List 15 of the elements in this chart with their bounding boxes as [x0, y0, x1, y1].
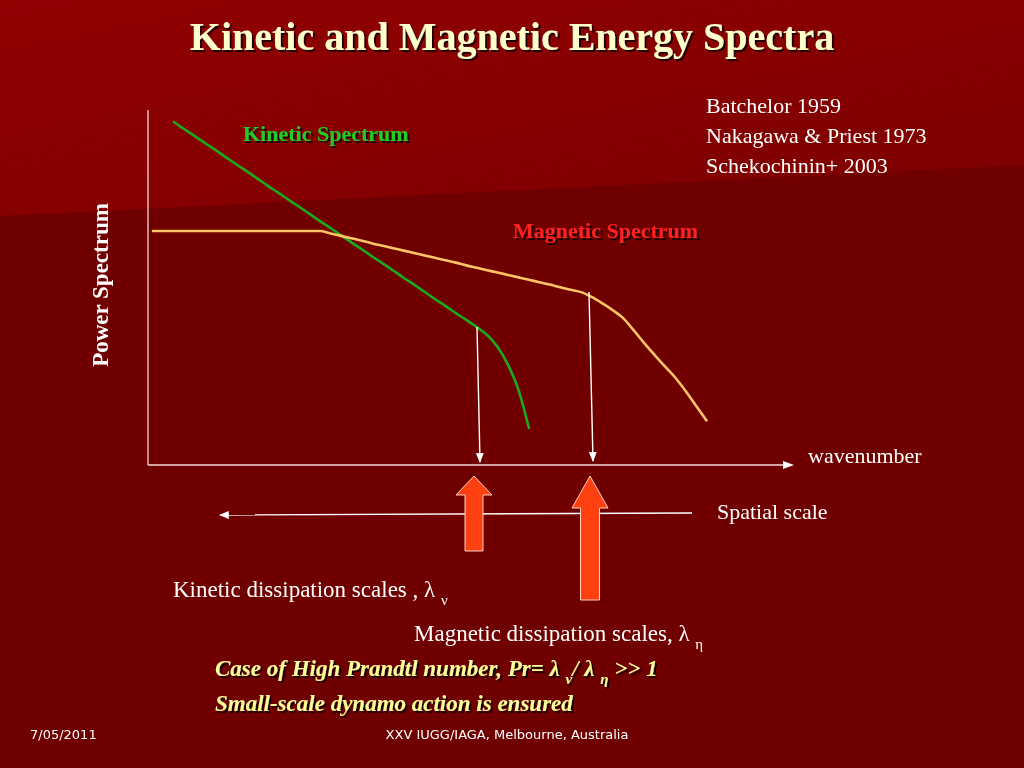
text: 7/05/2011	[30, 727, 97, 742]
series-label: Magnetic Spectrum	[513, 218, 699, 243]
text: Case of High Prandtl number, Pr= λ $_{ν}$/ λ $_{η}$ >> 1	[215, 656, 658, 687]
chart-title: Kinetic and Magnetic Energy Spectra	[189, 14, 835, 59]
annotation: Schekochinin+ 2003	[706, 153, 888, 178]
text: Kinetic dissipation scales , λ $_{ν}$	[173, 577, 448, 608]
annotation: Nakagawa & Priest 1973	[706, 123, 927, 148]
x-axis-title: wavenumber	[808, 443, 923, 468]
text: XXV IUGG/IAGA, Melbourne, Australia	[385, 727, 629, 742]
text: Magnetic dissipation scales, λ $_{η}$	[414, 621, 704, 652]
series-label: Kinetic Spectrum	[243, 121, 409, 146]
text: Spatial scale	[717, 499, 828, 524]
y-axis-title: Power Spectrum	[88, 203, 113, 367]
text: Small-scale dynamo action is ensured	[215, 691, 574, 716]
text: Batchelor 1959	[706, 93, 842, 118]
